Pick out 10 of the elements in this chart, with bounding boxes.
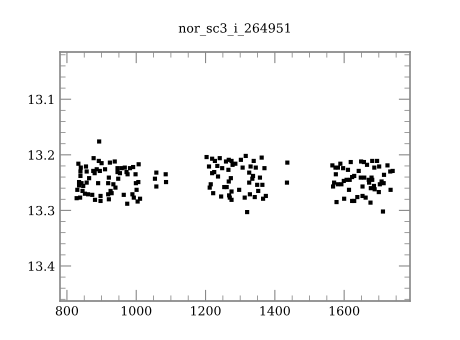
x-tick-label: 1000 — [122, 306, 152, 316]
x-tick-label: 1200 — [191, 306, 221, 316]
y-tick-label: 13.2 — [28, 150, 54, 160]
x-tick-label: 1400 — [260, 306, 290, 316]
y-tick-label: 13.4 — [28, 261, 55, 271]
chart-title: nor_sc3_i_264951 — [178, 23, 290, 36]
y-tick-label: 13.3 — [28, 206, 54, 216]
x-tick-label: 800 — [56, 306, 78, 316]
y-tick-label: 13.1 — [28, 94, 54, 104]
x-tick-label: 1600 — [330, 306, 360, 316]
